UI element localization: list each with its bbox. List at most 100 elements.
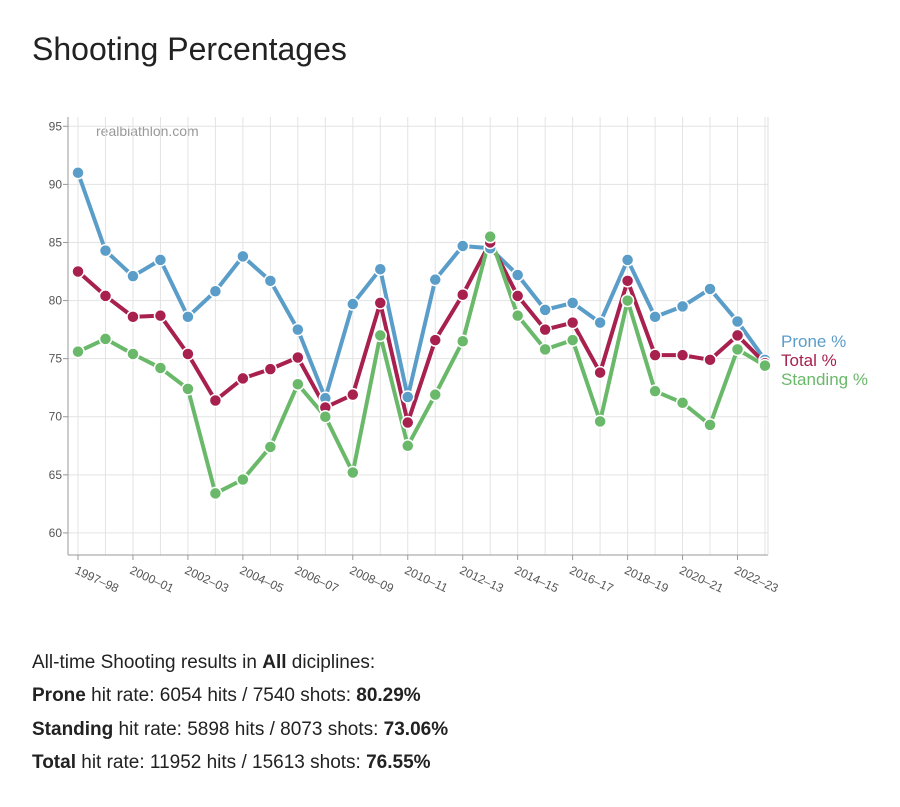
data-point [483,229,497,244]
data-point [126,310,140,324]
data-point [181,310,195,324]
legend-label: Total % [781,351,837,370]
data-point [428,272,442,287]
data-point [346,387,360,402]
text: diciplines: [286,652,376,673]
y-tick-label: 60 [49,526,63,540]
data-point [208,486,223,501]
data-point [730,342,745,357]
x-tick-label: 1997–98 [73,563,122,596]
data-point [730,328,745,343]
data-point [675,396,690,410]
x-tick-label: 2014–15 [512,563,561,596]
y-tick-label: 85 [49,235,63,249]
data-point [703,282,717,296]
data-point [208,393,223,408]
x-tick-label: 2004–05 [238,563,287,596]
data-point [675,299,690,314]
series-line [76,172,767,401]
data-point [181,382,195,396]
data-point [620,253,635,267]
data-point [510,289,525,303]
data-point [236,371,250,386]
legend-label: Prone % [781,332,846,351]
data-point [758,358,772,373]
text: hit rate: 5898 hits / 8073 shots: [113,719,384,740]
data-point [455,239,470,253]
data-point [648,310,662,324]
data-point [648,348,662,362]
x-tick-label: 2006–07 [293,563,342,596]
data-point [538,303,552,317]
data-point [126,347,140,361]
data-point [593,365,607,380]
y-tick-label: 90 [49,177,63,191]
x-tick-label: 2008–09 [348,563,397,596]
text: hit rate: 11952 hits / 15613 shots: [75,752,367,773]
watermark: realbiathlon.com [96,123,199,139]
summary-line: Total hit rate: 11952 hits / 15613 shots… [32,752,431,774]
text: 73.06% [383,719,449,740]
y-tick-label: 75 [49,352,63,366]
data-point [703,353,717,367]
data-point [153,308,168,323]
text: All-time Shooting results in [32,652,263,673]
y-tick-label: 65 [49,468,63,482]
text: Standing [32,719,114,740]
data-point [593,315,607,330]
data-point [593,414,607,429]
data-point [703,418,717,432]
data-point [153,361,168,375]
data-point [291,377,305,391]
data-point [565,315,580,330]
data-point [126,269,140,283]
summary-line: Prone hit rate: 6054 hits / 7540 shots: … [32,685,421,707]
data-point [620,274,635,288]
x-tick-label: 2002–03 [183,563,232,596]
data-point [538,322,552,337]
text: 76.55% [366,752,431,773]
data-point [455,334,470,348]
x-tick-label: 2018–19 [622,563,671,596]
data-point [675,348,690,362]
x-tick-label: 2022–23 [732,563,781,596]
data-point [401,390,415,404]
data-point [565,333,580,347]
data-point [373,262,388,276]
data-point [620,293,635,308]
data-point [98,243,113,258]
data-point [291,350,305,365]
data-point [510,308,525,323]
data-point [263,274,278,288]
data-point [291,322,305,337]
data-point [153,253,168,267]
text: hit rate: 6054 hits / 7540 shots: [85,685,357,706]
data-point [318,409,333,424]
data-point [401,415,415,430]
data-point [98,332,113,346]
data-point [373,296,388,310]
data-point [236,472,250,487]
data-point [71,264,85,279]
data-point [730,314,745,329]
y-tick-label: 70 [49,410,63,424]
x-tick-label: 2016–17 [567,563,616,596]
series-line [76,240,767,425]
data-point [263,362,278,376]
data-point [181,347,195,361]
data-point [538,342,552,357]
y-tick-label: 80 [49,294,63,308]
text: All [262,652,287,673]
chart-title: Shooting Percentages [32,31,347,67]
data-point [346,297,360,311]
data-point [428,387,442,402]
data-point [346,465,360,480]
data-point [373,328,388,343]
data-point [71,344,85,359]
data-point [648,384,662,398]
y-tick-label: 95 [49,119,63,133]
legend-label: Standing % [781,370,868,389]
series-line [77,234,767,496]
data-point [208,284,223,299]
